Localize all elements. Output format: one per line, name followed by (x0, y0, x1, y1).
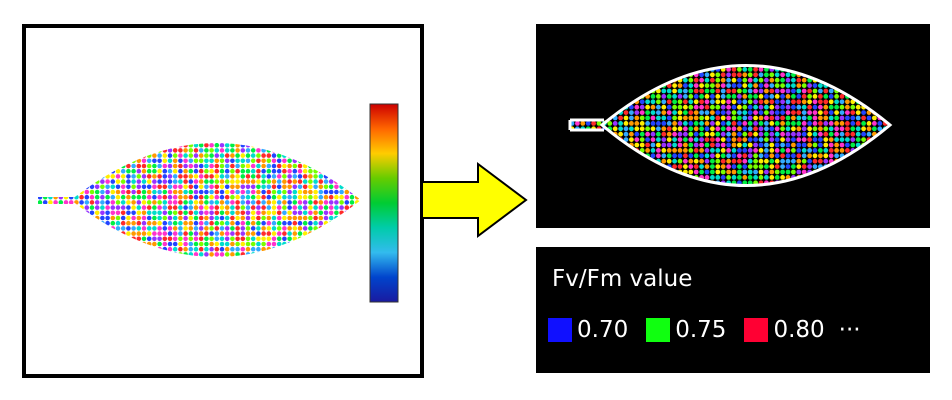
legend-label: 0.75 (675, 317, 727, 343)
legend-swatch-blue (548, 318, 572, 342)
legend-item-0.75: 0.75 (646, 316, 726, 344)
fluorescence-image (536, 24, 930, 228)
legend-label: 0.70 (577, 317, 629, 343)
leaf-dots (38, 143, 360, 257)
legend-item-0.80: 0.80 (744, 316, 825, 344)
legend-swatch-red (744, 318, 769, 342)
legend-swatch-green (646, 318, 671, 342)
leaf-outline (568, 64, 893, 187)
leaf-sample-panel (22, 24, 424, 378)
legend-label: 0.80 (773, 317, 825, 343)
legend-more: ··· (838, 317, 861, 343)
color-scale-bar (369, 103, 399, 303)
leaf-dot-map (38, 103, 399, 303)
leaf-dots-dark (570, 65, 890, 186)
legend-box: Fv/Fm value 0.70 0.75 0.80 ··· (536, 247, 930, 373)
legend-row: 0.70 0.75 0.80 ··· (548, 315, 861, 345)
right-arrow-icon (421, 162, 528, 238)
legend-item-0.70: 0.70 (548, 316, 628, 344)
legend-title: Fv/Fm value (552, 266, 693, 292)
leaf-dot-map-dark (568, 64, 893, 187)
